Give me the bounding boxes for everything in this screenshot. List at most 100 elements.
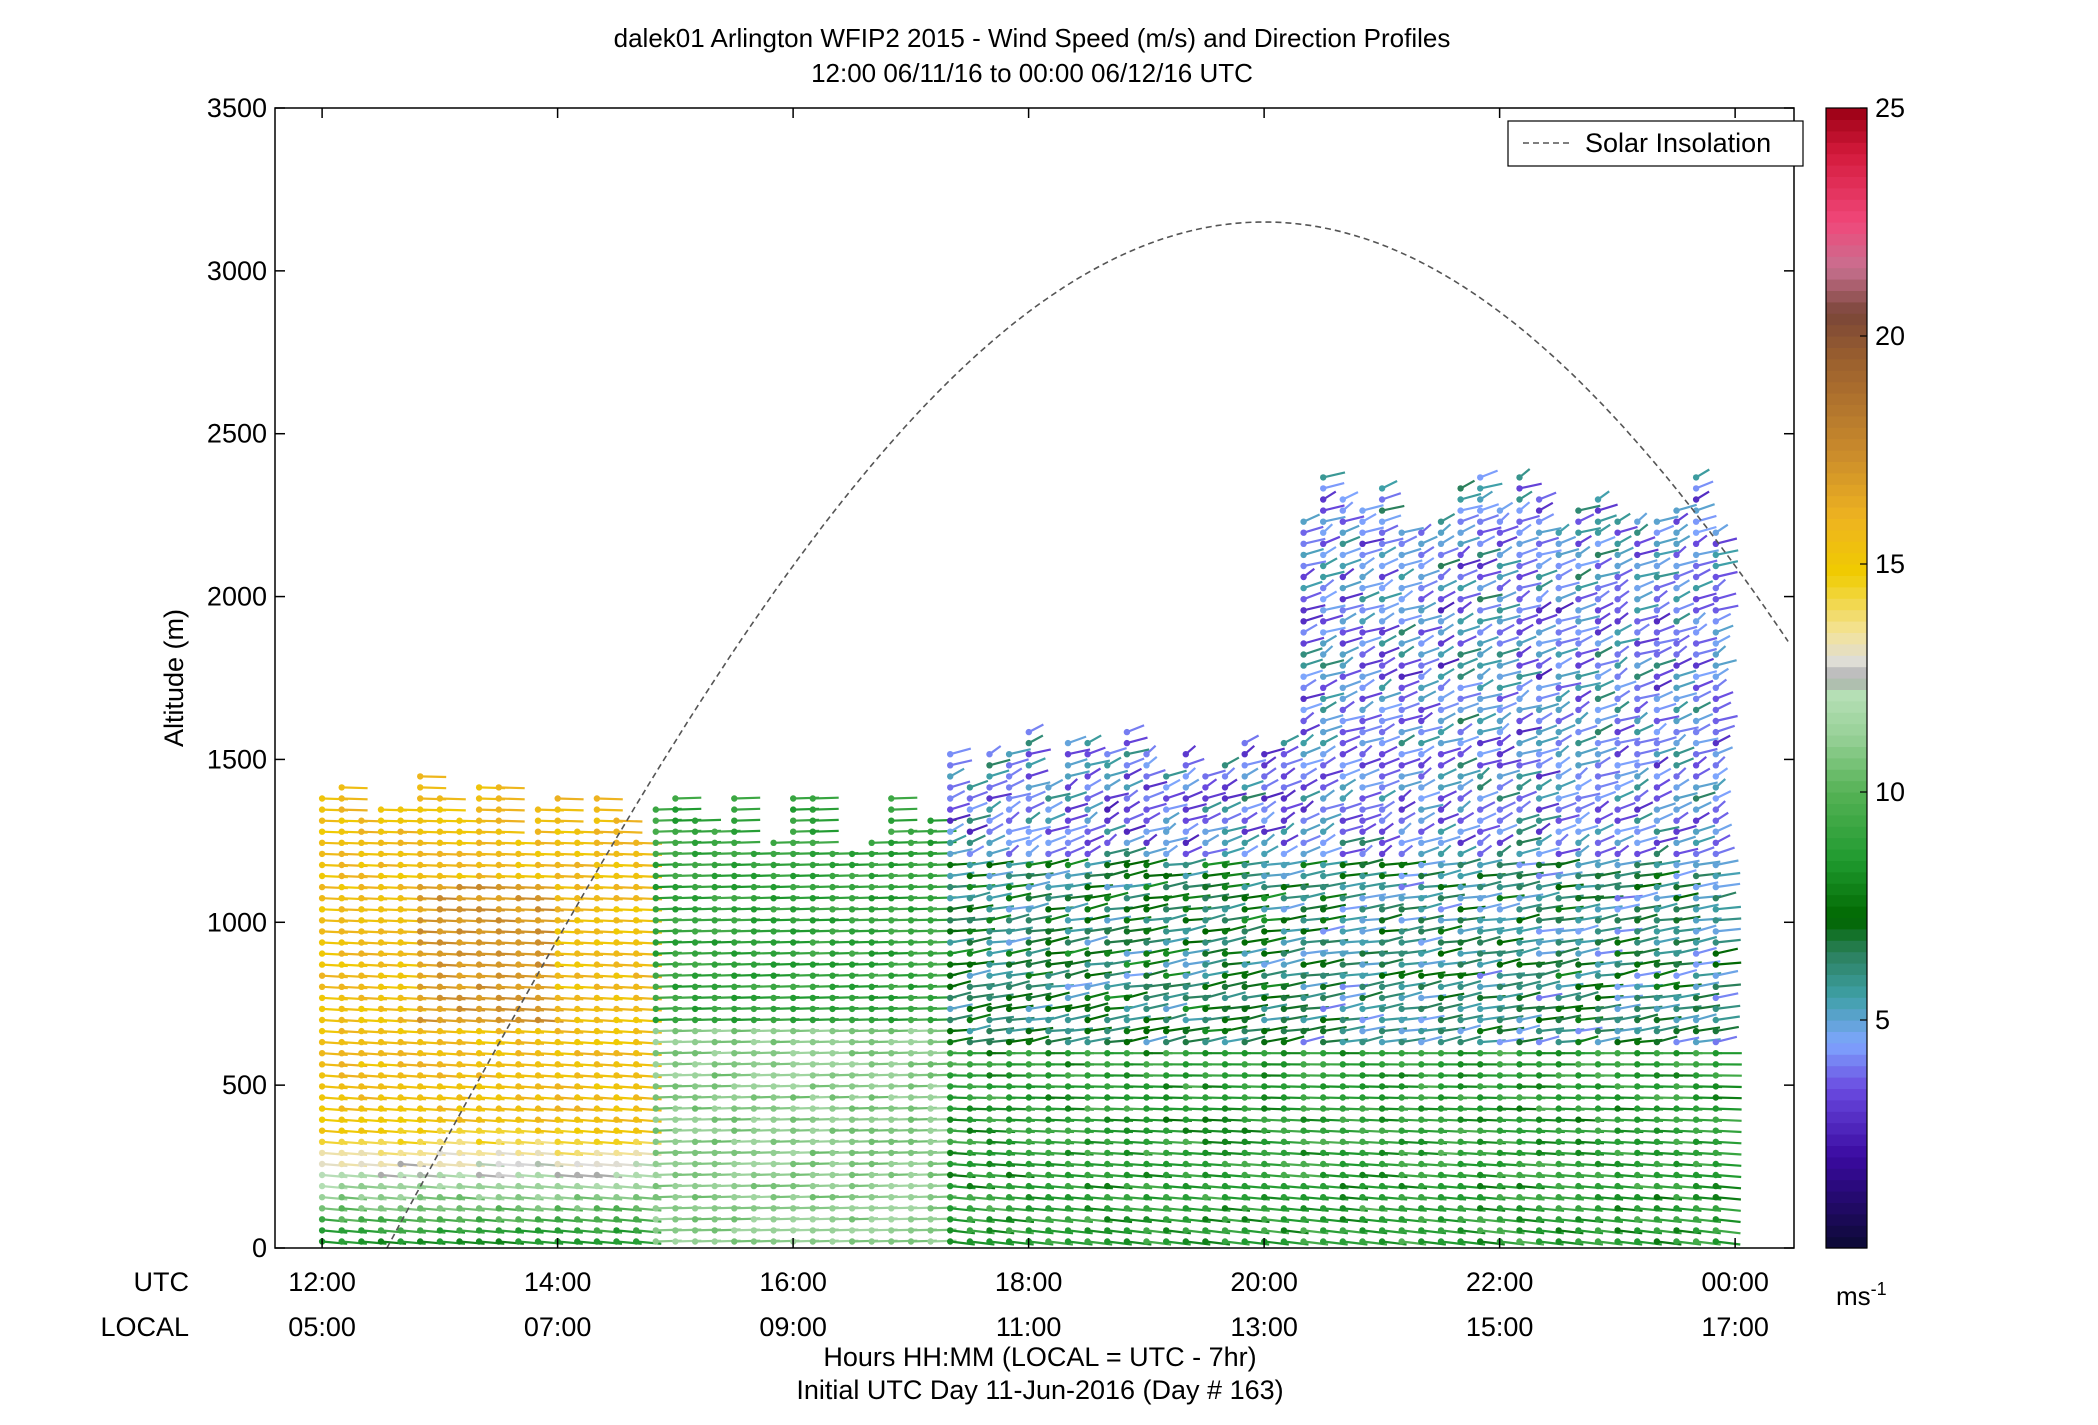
wind-barb-dot (495, 972, 502, 979)
wind-barb-dot (947, 983, 954, 990)
wind-barb-dot (515, 1160, 522, 1168)
wind-barb (891, 796, 918, 800)
wind-barb-dot (417, 795, 424, 802)
wind-barb-dot (377, 961, 385, 968)
wind-barb-dot (1320, 950, 1327, 957)
wind-barb-dot (456, 1038, 463, 1046)
wind-barb-dot (1163, 939, 1170, 946)
wind-barb-dot (613, 1072, 620, 1079)
wind-barb-dot (534, 1072, 542, 1079)
wind-barb-dot (1182, 817, 1190, 824)
wind-barb-dot (1163, 1171, 1170, 1179)
wind-barb-dot (672, 983, 679, 990)
wind-barb-dot (711, 906, 718, 913)
wind-barb (1067, 858, 1089, 867)
wind-barb-dot (1163, 961, 1170, 968)
wind-barb-dot (1182, 1182, 1190, 1190)
wind-barb-dot (672, 1083, 679, 1090)
wind-barb-dot (1241, 939, 1248, 946)
wind-barb (1264, 1003, 1288, 1010)
wind-barb-dot (1280, 1138, 1288, 1146)
wind-barb-dot (731, 950, 738, 957)
wind-barb (1421, 1002, 1443, 1010)
wind-barb-dot (966, 1116, 974, 1123)
wind-barb-dot (554, 1083, 561, 1090)
wind-barb-dot (1182, 1016, 1190, 1024)
wind-barb-dot (456, 1238, 463, 1245)
wind-barb (1067, 959, 1092, 966)
wind-barb-dot (652, 872, 659, 880)
wind-barb-dot (1359, 751, 1366, 758)
wind-barb-dot (731, 1205, 738, 1212)
wind-barb-dot (1182, 1138, 1190, 1146)
wind-barb-dot (1025, 1050, 1033, 1057)
wind-barb-dot (554, 917, 561, 924)
wind-barb-dot (652, 1094, 659, 1101)
wind-barb-dot (1123, 773, 1131, 780)
wind-barb-dot (770, 994, 777, 1002)
wind-barb-dot (1163, 906, 1170, 913)
wind-barb-dot (652, 1149, 659, 1157)
wind-barb-dot (318, 1171, 326, 1179)
wind-barb-dot (593, 1072, 601, 1079)
wind-barb-dot (1378, 1038, 1386, 1046)
wind-barb-dot (731, 1127, 738, 1134)
wind-barb-dot (1084, 1127, 1091, 1134)
wind-barb-dot (1418, 1171, 1425, 1179)
wind-barb-dot (397, 861, 404, 869)
wind-barb-dot (613, 1005, 620, 1013)
wind-barb (1342, 758, 1363, 767)
wind-barb-dot (790, 795, 797, 802)
wind-barb-dot (1320, 1116, 1327, 1123)
wind-barb-dot (456, 1216, 463, 1223)
wind-barb-dot (1378, 972, 1386, 979)
wind-barb-dot (593, 928, 601, 935)
wind-barb-dot (1261, 1182, 1268, 1190)
wind-barb (1126, 1002, 1148, 1010)
wind-barb-dot (1398, 828, 1405, 835)
wind-barb (1322, 803, 1345, 811)
wind-barb-dot (1359, 584, 1366, 592)
wind-barb (1381, 714, 1404, 723)
wind-barb-dot (829, 994, 836, 1002)
wind-barb-dot (318, 939, 326, 946)
wind-barb-dot (770, 1083, 777, 1090)
wind-barb-dot (986, 961, 993, 968)
wind-barb (1303, 959, 1327, 966)
wind-barb-dot (338, 917, 345, 924)
wind-barb-dot (1064, 828, 1072, 835)
wind-barb-dot (1123, 839, 1131, 846)
wind-barb-dot (436, 1171, 444, 1179)
wind-barb-dot (1143, 1027, 1150, 1035)
wind-barb-dot (1339, 895, 1347, 902)
wind-barb-dot (868, 1194, 875, 1201)
wind-barb-dot (338, 1105, 345, 1112)
wind-barb-dot (731, 1016, 738, 1024)
wind-barb-dot (1300, 817, 1307, 824)
wind-barb-dot (1045, 839, 1052, 846)
wind-barb-dot (417, 917, 424, 924)
wind-barb-dot (848, 928, 856, 935)
wind-barb (1146, 780, 1168, 789)
wind-barb-dot (986, 928, 993, 935)
wind-barb-dot (986, 806, 993, 813)
wind-barb-dot (593, 1238, 601, 1245)
wind-barb-dot (456, 1182, 463, 1190)
wind-barb-dot (515, 1105, 522, 1112)
wind-barb-dot (750, 1171, 758, 1179)
wind-barb (1342, 848, 1366, 855)
wind-barb-dot (1182, 1238, 1190, 1245)
wind-barb-dot (1398, 1005, 1405, 1013)
wind-barb-dot (1320, 928, 1327, 935)
wind-barb-dot (1143, 1227, 1150, 1234)
wind-barb-dot (593, 1194, 601, 1201)
wind-barb-dot (1378, 1027, 1386, 1035)
wind-barb-dot (691, 1072, 699, 1079)
wind-barb-dot (338, 1005, 345, 1013)
wind-barb-dot (1339, 1094, 1347, 1101)
wind-barb-dot (966, 883, 974, 891)
wind-barb (949, 848, 973, 855)
wind-barb-dot (1418, 1127, 1425, 1134)
wind-barb-dot (770, 850, 777, 858)
wind-barb-dot (358, 872, 365, 880)
